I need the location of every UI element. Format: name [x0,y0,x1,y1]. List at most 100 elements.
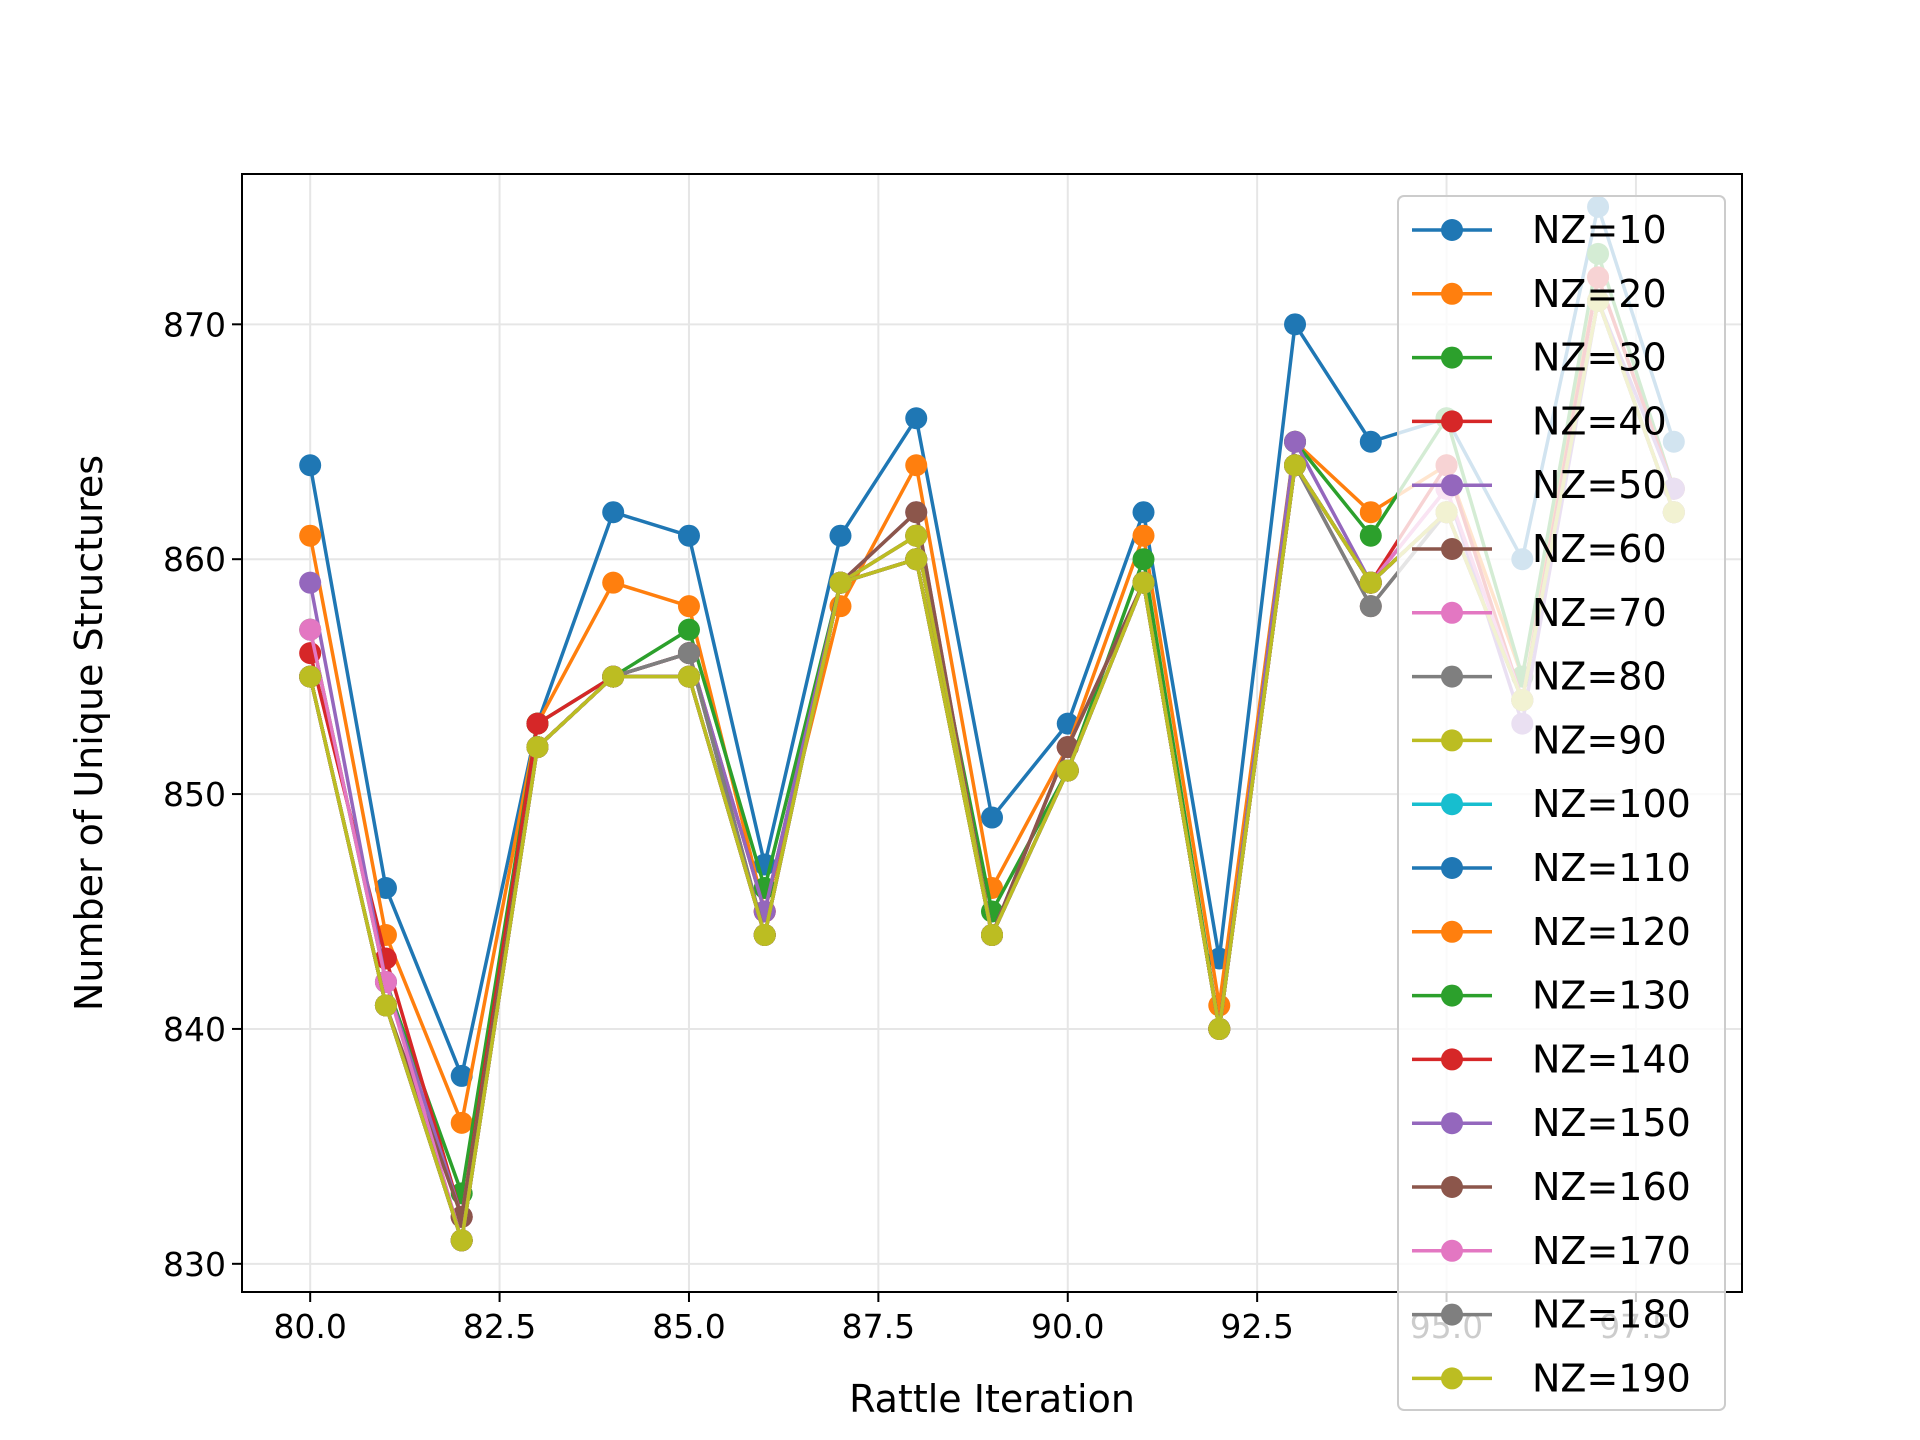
legend-box [1397,195,1726,1411]
legend-item: NZ=110 [1412,846,1691,890]
legend-label: NZ=110 [1532,846,1691,890]
data-point [299,571,322,594]
legend-label: NZ=190 [1532,1356,1691,1400]
legend-marker [1441,1176,1463,1198]
legend-item: NZ=40 [1412,399,1667,443]
legend-label: NZ=10 [1532,208,1667,252]
legend-marker [1441,538,1463,560]
legend-marker [1441,346,1463,369]
legend-marker [1441,601,1463,624]
data-point [1284,313,1307,336]
data-point [526,712,549,735]
data-point [299,524,322,547]
y-tick-label: 870 [163,305,226,344]
legend-item: NZ=140 [1412,1037,1691,1081]
data-point [829,571,852,594]
data-point [299,454,322,477]
legend-item: NZ=100 [1412,782,1691,826]
data-point [602,571,625,594]
y-axis-label: Number of Unique Structures [67,455,111,1011]
series-nz-190 [299,289,1685,1252]
legend-label: NZ=20 [1532,272,1667,316]
x-axis-label: Rattle Iteration [849,1377,1135,1421]
data-point [450,1229,473,1252]
data-point [1359,501,1382,524]
legend-marker [1441,1367,1463,1390]
legend-item: NZ=120 [1412,910,1691,954]
data-point [299,665,322,688]
legend-item: NZ=160 [1412,1165,1691,1209]
legend-label: NZ=60 [1532,527,1667,571]
legend-item: NZ=170 [1412,1229,1691,1273]
data-point [1359,524,1382,547]
legend-item: NZ=190 [1412,1356,1691,1400]
legend: NZ=10 NZ=20 NZ=30 NZ=40 NZ=50 NZ=60 NZ=70 NZ=80… [1397,195,1726,1411]
data-point [1056,759,1079,782]
legend-label: NZ=80 [1532,655,1667,699]
legend-marker [1441,793,1463,816]
data-point [981,923,1003,946]
y-tick-label: 860 [163,540,226,579]
data-point [905,501,928,524]
legend-label: NZ=150 [1532,1101,1691,1145]
y-tick-label: 850 [163,775,226,814]
data-point [1284,454,1307,477]
legend-label: NZ=140 [1532,1037,1691,1081]
x-tick-label: 90.0 [1031,1307,1104,1346]
data-point [981,806,1003,829]
legend-marker [1441,984,1463,1007]
legend-item: NZ=60 [1412,527,1667,571]
data-point [677,524,700,547]
legend-marker [1441,282,1463,305]
legend-item: NZ=70 [1412,591,1667,635]
legend-label: NZ=30 [1532,336,1667,380]
data-point [374,994,397,1017]
axis-ticks: 80.082.585.087.590.092.595.097.583084085… [163,305,1673,1346]
legend-marker [1441,219,1463,241]
data-point [829,524,852,547]
x-tick-label: 92.5 [1220,1307,1293,1346]
data-point [1132,501,1155,524]
data-point [1359,571,1382,594]
legend-label: NZ=90 [1532,718,1667,762]
data-point [1359,430,1382,453]
data-point [677,642,700,665]
legend-label: NZ=100 [1532,782,1691,826]
data-point [450,1111,473,1134]
legend-item: NZ=30 [1412,336,1667,380]
legend-label: NZ=70 [1532,591,1667,635]
legend-marker [1441,920,1463,943]
data-point [602,501,625,524]
data-point [374,877,397,900]
legend-marker [1441,665,1463,688]
legend-marker [1441,1048,1463,1071]
data-point [1132,548,1155,571]
x-tick-label: 80.0 [273,1307,346,1346]
data-point [450,1064,473,1087]
legend-item: NZ=50 [1412,463,1667,507]
x-tick-label: 85.0 [652,1307,725,1346]
data-point [526,736,549,759]
data-point [905,548,928,571]
legend-item: NZ=20 [1412,272,1667,316]
data-point [905,524,928,547]
legend-label: NZ=170 [1532,1229,1691,1273]
data-point [753,923,776,946]
data-point [299,618,322,641]
data-point [1208,1017,1231,1040]
legend-item: NZ=90 [1412,718,1667,762]
legend-marker [1441,857,1463,879]
data-point [1208,994,1231,1017]
data-point [1359,595,1382,618]
legend-label: NZ=130 [1532,974,1691,1018]
legend-marker [1441,474,1463,497]
legend-item: NZ=150 [1412,1101,1691,1145]
data-point [905,454,928,477]
legend-label: NZ=160 [1532,1165,1691,1209]
data-point [1132,524,1155,547]
data-point [905,407,928,430]
legend-marker [1441,1112,1463,1135]
legend-label: NZ=120 [1532,910,1691,954]
legend-marker [1441,1303,1463,1326]
